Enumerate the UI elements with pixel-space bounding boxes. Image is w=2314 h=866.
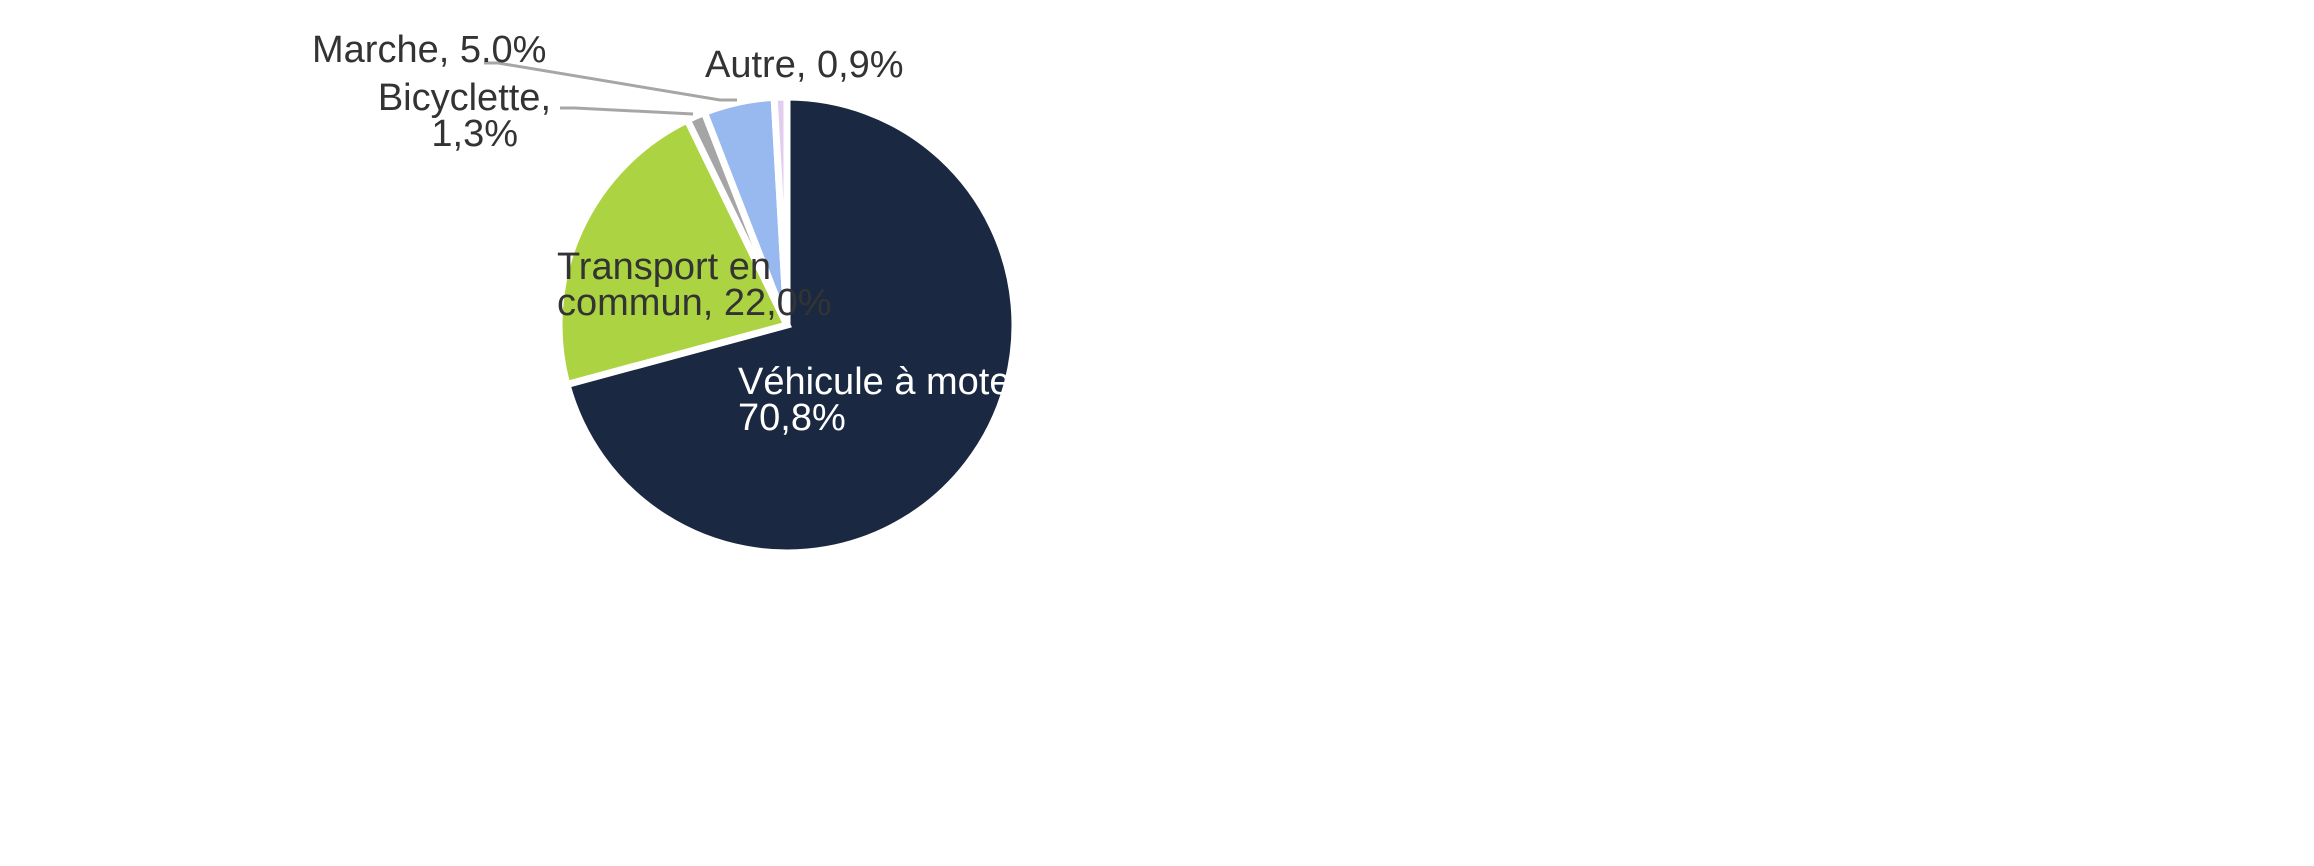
pie-slice-autre — [770, 93, 791, 326]
label-vehicule: Véhicule à moteur, — [738, 361, 1053, 403]
label-autre: Autre, 0,9% — [705, 44, 904, 86]
label-bicyclette: Bicyclette, — [378, 77, 551, 119]
label-transport: Transport en — [557, 246, 771, 288]
pie-slices — [555, 93, 1019, 557]
leader-line-marche — [484, 61, 737, 102]
pie-slice-transport — [555, 115, 792, 389]
label-bicyclette-value: 1,3% — [431, 113, 518, 155]
pie-slice-vehicule — [562, 93, 1019, 557]
label-marche: Marche, 5.0% — [312, 29, 546, 71]
data-labels: Marche, 5.0% Autre, 0,9% Bicyclette, 1,3… — [312, 29, 1053, 439]
leader-lines — [484, 61, 737, 116]
leader-line-bicyclette — [560, 106, 694, 116]
label-transport-value: commun, 22,0% — [557, 282, 832, 324]
label-vehicule-value: 70,8% — [738, 397, 846, 439]
